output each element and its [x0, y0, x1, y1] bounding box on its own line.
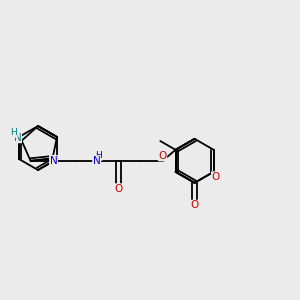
- Text: O: O: [158, 151, 167, 161]
- Text: O: O: [212, 172, 220, 182]
- Text: H: H: [95, 151, 102, 160]
- Text: O: O: [115, 184, 123, 194]
- Text: N: N: [93, 156, 101, 166]
- Text: O: O: [190, 200, 199, 210]
- Text: H: H: [10, 128, 17, 137]
- Text: N: N: [14, 133, 22, 143]
- Text: N: N: [50, 155, 57, 166]
